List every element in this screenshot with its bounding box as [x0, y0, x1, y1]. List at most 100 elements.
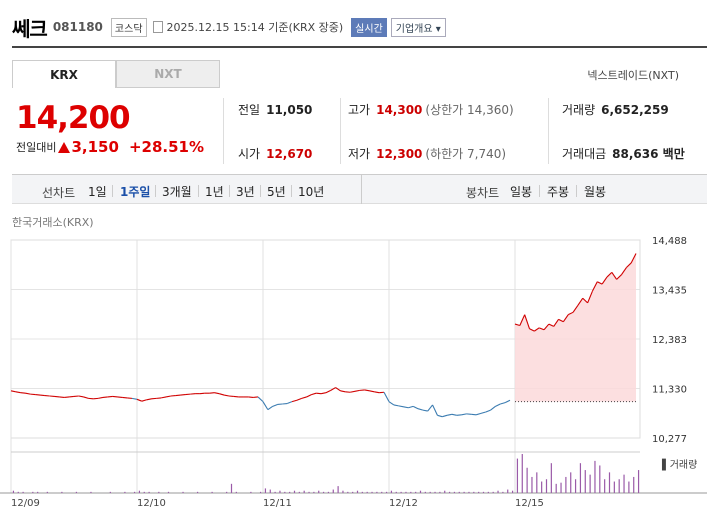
triangle-up-icon — [58, 141, 71, 153]
volume-bar — [507, 489, 509, 493]
volume-bar — [502, 491, 504, 493]
volume-bar — [269, 489, 271, 493]
tab-krx[interactable]: KRX — [12, 60, 116, 88]
volume-bar — [235, 491, 237, 493]
volume-bar — [429, 491, 431, 493]
price-line-segment — [141, 399, 147, 402]
volume-bar — [337, 486, 339, 493]
separator — [576, 185, 577, 197]
chart-source: 한국거래소(KRX) — [12, 216, 94, 229]
price-line-segment — [567, 311, 574, 316]
volume-bar — [511, 490, 514, 493]
volume-bar — [613, 481, 615, 493]
separator — [229, 185, 230, 197]
volume-bar — [628, 481, 630, 493]
period-toolbar: 선차트 1일 1주일 3개월 1년 3년 5년 10년 봉차트 일봉 주봉 월봉 — [12, 174, 707, 204]
price-line-segment — [257, 396, 264, 403]
separator — [260, 185, 261, 197]
timestamp: 2025.12.15 15:14 기준(KRX 장중) — [167, 19, 344, 35]
candle-weekly[interactable]: 주봉 — [547, 185, 570, 199]
volume-bar — [555, 483, 557, 493]
price-line-segment — [301, 396, 307, 399]
stat-label: 거래대금 — [562, 147, 607, 161]
volume-bar — [182, 491, 184, 493]
period-3y[interactable]: 3년 — [236, 185, 255, 199]
price-chart[interactable]: 14,488 13,435 12,383 11,330 10,277 12/09 12/10… — [0, 226, 707, 517]
y-tick-label: 10,277 — [652, 434, 687, 445]
price-line-segment — [597, 281, 603, 285]
volume-bar — [570, 472, 572, 493]
volume-bar — [347, 491, 349, 493]
price-line-segment — [83, 396, 89, 399]
period-1d[interactable]: 1일 — [88, 185, 107, 199]
price-line-segment — [10, 390, 16, 393]
volume-bar — [226, 491, 228, 493]
price-line-segment — [582, 297, 588, 304]
stats-divider — [223, 98, 224, 164]
volume-bar — [560, 482, 562, 493]
x-tick-label: 12/09 — [11, 498, 40, 509]
price-line-segment — [15, 391, 21, 394]
price-line-segment — [393, 404, 399, 407]
volume-bar — [61, 491, 63, 493]
timestamp-value: 2025.12.15 15:14 — [166, 21, 265, 34]
volume-bar — [361, 491, 363, 493]
price-line-segment — [25, 392, 31, 395]
tab-nxt[interactable]: NXT — [116, 60, 220, 88]
volume-bar — [390, 490, 393, 493]
price-line-segment — [98, 396, 104, 399]
y-tick-label: 14,488 — [652, 236, 687, 247]
price-line-segment — [136, 398, 143, 402]
volume-bar — [211, 491, 213, 493]
price-line-segment — [495, 403, 501, 407]
volume-bar — [419, 490, 422, 493]
stat-trade-amount: 거래대금 88,636 백만 — [562, 145, 685, 162]
period-1w[interactable]: 1주일 — [120, 185, 151, 199]
volume-bar — [608, 472, 611, 493]
period-10y[interactable]: 10년 — [298, 185, 325, 199]
separator — [539, 185, 540, 197]
price-line-segment — [616, 274, 622, 280]
volume-bar — [618, 479, 620, 493]
price-line-segment — [408, 405, 414, 409]
volume-bar — [545, 479, 548, 493]
stat-value: 88,636 백만 — [612, 147, 685, 161]
price-line-segment — [374, 391, 380, 394]
nextrade-link[interactable]: 넥스트레이드(NXT) — [587, 69, 679, 82]
volume-bar — [356, 490, 359, 493]
volume-bar — [526, 467, 528, 493]
volume-bar — [497, 490, 499, 493]
company-overview-button[interactable]: 기업개요 ▾ — [390, 17, 446, 37]
price-line-segment — [350, 390, 356, 393]
volume-bar — [366, 491, 368, 493]
volume-bar — [599, 465, 601, 493]
stat-value: 12,300 — [376, 147, 423, 161]
volume-bar — [313, 491, 315, 493]
price-line-segment — [296, 397, 302, 401]
price-line-segment — [369, 390, 375, 393]
stat-value: 12,670 — [266, 147, 313, 161]
price-line-segment — [504, 399, 511, 404]
price-line-segment — [601, 276, 608, 285]
price-line-segment — [591, 281, 598, 292]
price-line-segment — [548, 323, 554, 327]
volume-bar — [22, 491, 24, 493]
price-line-segment — [500, 402, 506, 405]
candle-monthly[interactable]: 월봉 — [584, 185, 607, 199]
volume-bar — [458, 491, 460, 493]
price-line-segment — [625, 262, 632, 269]
price-line-segment — [630, 253, 637, 264]
volume-bar — [492, 491, 494, 493]
volume-bar — [32, 491, 34, 493]
period-3m[interactable]: 3개월 — [162, 185, 192, 199]
period-5y[interactable]: 5년 — [267, 185, 286, 199]
volume-bar — [284, 491, 286, 493]
volume-legend: ▌거래량 — [662, 456, 697, 471]
volume-bar — [400, 491, 402, 493]
candle-daily[interactable]: 일봉 — [510, 185, 533, 199]
period-1y[interactable]: 1년 — [205, 185, 224, 199]
volume-bar — [230, 483, 233, 493]
separator — [291, 185, 292, 197]
price-line-segment — [262, 401, 269, 410]
price-line-segment — [330, 387, 336, 391]
